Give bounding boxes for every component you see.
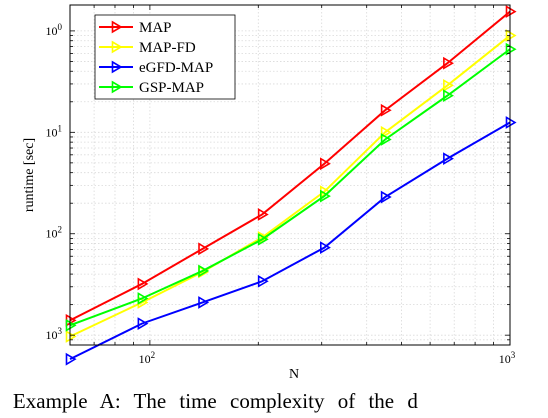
data-point xyxy=(319,157,331,171)
data-point xyxy=(443,152,454,166)
series-line xyxy=(69,10,511,322)
data-point xyxy=(505,29,517,42)
data-point xyxy=(505,42,517,56)
legend-marker xyxy=(111,80,123,94)
legend-item: MAP-FD xyxy=(99,40,196,56)
series-line xyxy=(69,48,511,327)
legend-marker xyxy=(111,20,123,34)
data-point xyxy=(137,317,149,331)
x-tick-label: 103 xyxy=(499,350,516,366)
legend-item: GSP-MAP xyxy=(99,80,204,96)
legend-item: eGFD-MAP xyxy=(99,60,213,76)
data-point xyxy=(319,189,331,203)
data-point xyxy=(443,56,454,70)
data-point xyxy=(380,190,392,204)
series-lines xyxy=(65,5,517,366)
series-map xyxy=(65,5,517,327)
data-point xyxy=(257,208,269,221)
y-tick-label: 103 xyxy=(46,326,63,342)
data-point xyxy=(319,241,331,255)
legend-marker xyxy=(111,60,123,74)
data-point xyxy=(380,125,392,139)
legend-label: GSP-MAP xyxy=(139,80,204,96)
data-point xyxy=(65,330,77,343)
legend-marker xyxy=(111,40,123,54)
y-tick-label: 101 xyxy=(46,123,63,139)
data-point xyxy=(443,79,454,92)
y-tick-label: 100 xyxy=(46,22,63,38)
legend: MAP MAP-FD eGFD-MAP GSP-MAP xyxy=(94,14,236,100)
legend-label: MAP xyxy=(139,20,172,36)
y-tick-label: 102 xyxy=(46,225,63,241)
data-point xyxy=(257,232,269,246)
data-point xyxy=(137,277,149,291)
data-point xyxy=(198,264,210,278)
legend-label: MAP-FD xyxy=(139,40,196,56)
legend-item: MAP xyxy=(99,20,172,36)
data-point xyxy=(198,242,210,256)
data-point xyxy=(380,133,392,146)
data-point xyxy=(65,352,77,366)
data-point xyxy=(257,274,269,288)
data-point xyxy=(137,292,149,305)
plot-frame xyxy=(69,4,511,346)
series-line xyxy=(69,34,511,338)
data-point xyxy=(65,318,77,332)
x-axis-label: N xyxy=(289,367,299,382)
data-point xyxy=(198,296,210,309)
series-egfd-map xyxy=(65,116,517,366)
series-gsp-map xyxy=(65,42,517,332)
data-point xyxy=(380,103,392,117)
y-axis-label: runtime [sec] xyxy=(22,138,37,212)
data-point xyxy=(443,89,454,103)
axis-ticks: 102 103 100 101 102 103 xyxy=(46,5,516,366)
legend-label: eGFD-MAP xyxy=(139,60,213,76)
data-point xyxy=(505,5,517,18)
figure-caption: t: Example A: The time complexity of the… xyxy=(0,389,418,413)
data-point xyxy=(505,116,517,129)
series-line xyxy=(69,121,511,361)
x-tick-label: 102 xyxy=(139,350,156,366)
